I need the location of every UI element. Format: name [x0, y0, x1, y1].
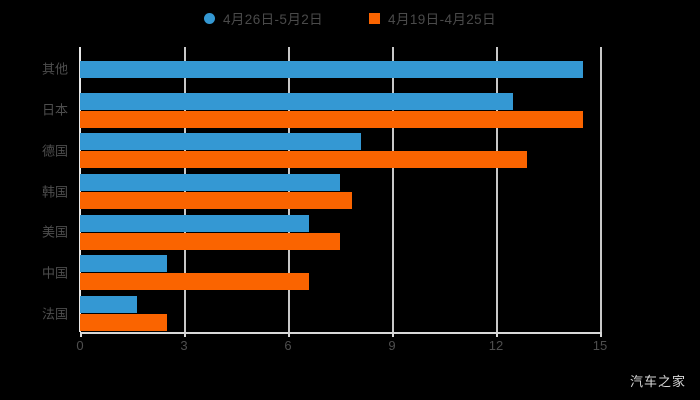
y-tick-label-5: 中国: [41, 265, 68, 281]
y-tick-label-1: 日本: [41, 102, 68, 118]
bar-row: [80, 296, 138, 314]
bar-row: [80, 174, 340, 191]
legend-label-0: 4月26日-5月2日: [223, 12, 324, 27]
gridline-12: [496, 47, 498, 332]
y-axis-line: [79, 47, 81, 332]
x-tick-mark-0: [80, 332, 82, 337]
bar-row: [80, 255, 167, 273]
bar-row: [80, 314, 167, 332]
x-tick-label-12: 12: [488, 338, 504, 353]
x-tick-label-0: 0: [76, 338, 84, 353]
legend-label-1: 4月19日-4月25日: [388, 12, 496, 27]
gridline-9: [392, 47, 394, 332]
x-tick-mark-9: [392, 332, 394, 337]
y-tick-label-6: 法国: [41, 306, 68, 322]
bar-row: [80, 133, 361, 151]
legend-marker-blue-circle-icon: [204, 12, 215, 24]
x-tick-label-9: 9: [388, 338, 396, 353]
x-tick-label-15: 15: [592, 338, 608, 353]
y-tick-label-3: 韩国: [41, 184, 68, 199]
bar-row: [80, 214, 309, 232]
x-tick-label-6: 6: [284, 338, 292, 353]
x-tick-mark-6: [288, 332, 290, 337]
bar-row: [80, 273, 309, 291]
gridline-15: [600, 47, 602, 332]
y-tick-label-2: 德国: [41, 143, 68, 159]
watermark: 汽车之家: [629, 374, 686, 389]
x-axis-line: [80, 332, 601, 334]
bar-row: [80, 192, 353, 209]
plot-area: [79, 47, 602, 332]
legend-item-1[interactable]: 4月19日-4月25日: [369, 8, 496, 28]
bar-row: [80, 151, 528, 169]
x-tick-label-3: 3: [180, 338, 188, 353]
x-tick-mark-12: [496, 332, 498, 337]
chart-legend: 4月26日-5月2日 4月19日-4月25日: [0, 0, 700, 36]
y-tick-label-4: 美国: [41, 224, 68, 240]
bar-row: [80, 110, 583, 128]
y-tick-label-0: 其他: [41, 61, 68, 77]
bar-row: [80, 232, 340, 250]
bar-row: [80, 60, 583, 78]
x-tick-mark-3: [184, 332, 186, 337]
x-tick-mark-15: [600, 332, 602, 337]
legend-marker-orange-square-icon: [369, 12, 381, 24]
bar-row: [80, 92, 514, 110]
legend-item-0[interactable]: 4月26日-5月2日: [204, 8, 323, 28]
